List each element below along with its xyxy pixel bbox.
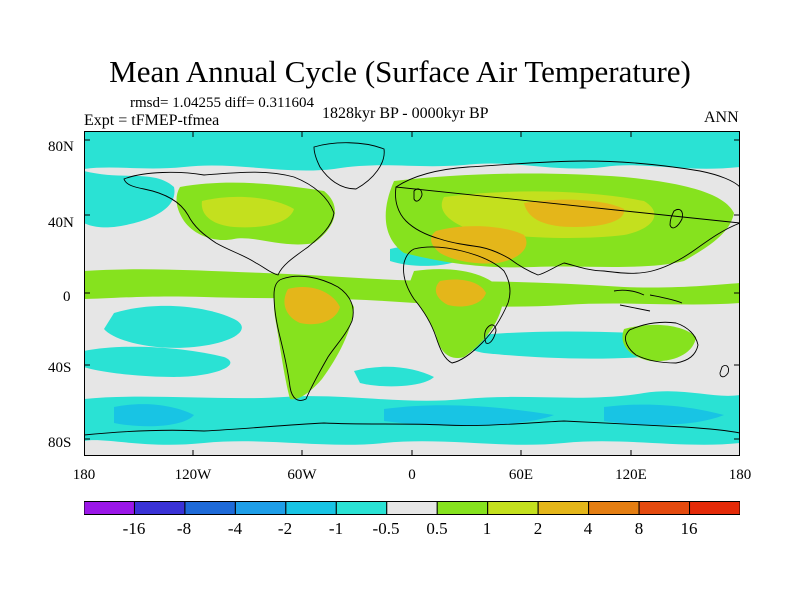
lon-label-120e: 120E	[615, 467, 647, 483]
lon-label-0: 0	[408, 467, 416, 483]
coast-british-isles	[413, 188, 423, 202]
lat-label-80n: 80N	[48, 139, 74, 155]
colorbar-label: -2	[277, 519, 293, 538]
south-pacific-cool-2	[84, 346, 231, 377]
coast-new-zealand	[719, 364, 729, 378]
coast-australia	[625, 321, 699, 364]
lat-label-80s: 80S	[48, 435, 72, 451]
colorbar-box	[537, 501, 590, 515]
colorbar-box	[487, 501, 539, 515]
coast-africa	[403, 246, 511, 364]
colorbar-box	[689, 501, 740, 515]
lon-label-180e: 180	[728, 467, 752, 483]
colorbar-box	[234, 501, 287, 515]
colorbar-label: 4	[583, 519, 593, 538]
colorbar	[84, 501, 740, 515]
amazon-warm-core	[284, 287, 340, 325]
colorbar-boxes	[84, 501, 740, 515]
coast-south-america	[273, 275, 354, 401]
colorbar-label: 2	[533, 519, 543, 538]
colorbar-label: 1	[482, 519, 492, 538]
time-period-label: 1828kyr BP - 0000kyr BP	[322, 105, 489, 122]
atlantic-south-cool	[354, 366, 434, 387]
season-label: ANN	[704, 109, 739, 126]
colorbar-label: -1	[328, 519, 344, 538]
colorbar-label: 8	[634, 519, 644, 538]
southern-ocean-cool-strong	[114, 404, 724, 427]
pacific-north-cool	[84, 171, 175, 228]
colorbar-label: -16	[122, 519, 146, 538]
colorbar-box	[638, 501, 691, 515]
colorbar-box	[436, 501, 489, 515]
experiment-label: Expt = tFMEP-tfmea	[84, 112, 220, 129]
central-africa-warm-core	[435, 279, 486, 307]
coast-eurasia	[395, 160, 740, 276]
coast-japan	[669, 208, 683, 229]
australia-warm	[622, 324, 696, 362]
colorbar-box	[133, 501, 186, 515]
colorbar-label: -0.5	[372, 519, 400, 538]
coast-greenland	[313, 142, 385, 190]
temperature-anomaly-map	[84, 131, 740, 456]
lon-label-120w: 120W	[174, 467, 212, 483]
colorbar-label: -4	[227, 519, 243, 538]
lon-label-60w: 60W	[287, 467, 317, 483]
map-ticks	[84, 131, 740, 456]
map-title: Mean Annual Cycle (Surface Air Temperatu…	[109, 54, 691, 89]
rmsd-diff-stats: rmsd= 1.04255 diff= 0.311604	[130, 95, 314, 111]
north-america-warm-strong	[201, 196, 294, 228]
lat-label-equator: 0	[63, 289, 71, 305]
colorbar-box	[386, 501, 438, 515]
lon-label-60e: 60E	[508, 467, 534, 483]
colorbar-label: 16	[680, 519, 698, 538]
colorbar-label: 0.5	[426, 519, 448, 538]
warm-anomaly-regions	[84, 173, 740, 400]
sahara-arabia-warm-core	[431, 226, 527, 264]
central-asia-warm-core	[524, 199, 625, 227]
coast-north-america	[123, 171, 335, 276]
south-pacific-cool	[104, 305, 242, 348]
coast-indonesia	[613, 289, 683, 312]
colorbar-box	[588, 501, 640, 515]
coastlines	[84, 142, 740, 436]
colorbar-box	[84, 501, 135, 515]
colorbar-box	[335, 501, 388, 515]
colorbar-box	[184, 501, 236, 515]
lat-label-40s: 40S	[48, 360, 72, 376]
lon-label-180w: 180	[72, 467, 96, 483]
colorbar-box	[285, 501, 337, 515]
colorbar-label: -8	[176, 519, 192, 538]
coast-madagascar	[484, 324, 497, 344]
lat-label-40n: 40N	[48, 215, 74, 231]
coast-antarctica	[84, 420, 740, 436]
